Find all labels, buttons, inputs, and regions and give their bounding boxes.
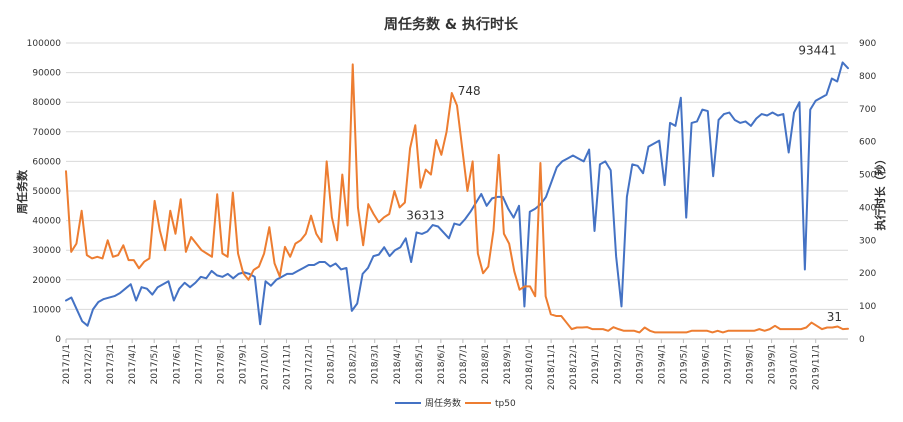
y-right-tick-label: 700 xyxy=(859,105,876,115)
x-tick-label: 2018/7/1 xyxy=(459,344,469,384)
x-tick-label: 2019/7/1 xyxy=(724,344,734,384)
x-tick-label: 2018/6/1 xyxy=(437,344,447,384)
x-tick-label: 2017/9/1 xyxy=(238,344,248,384)
y-left-tick-label: 30000 xyxy=(32,246,61,256)
x-tick-label: 2018/1/1 xyxy=(327,344,337,384)
x-tick-label: 2017/5/1 xyxy=(150,344,160,384)
data-label: 36313 xyxy=(406,209,444,223)
x-tick-label: 2018/3/1 xyxy=(371,344,381,384)
x-tick-label: 2018/12/1 xyxy=(569,344,579,390)
y-right-tick-label: 100 xyxy=(859,302,876,312)
x-tick-label: 2017/12/1 xyxy=(305,344,315,390)
y-left-tick-label: 80000 xyxy=(32,98,61,108)
x-tick-label: 2019/8/1 xyxy=(746,344,756,384)
x-tick-label: 2019/3/1 xyxy=(635,344,645,384)
gridlines xyxy=(66,42,848,340)
x-tick-label: 2017/2/1 xyxy=(84,344,94,384)
x-tick-label: 2019/10/1 xyxy=(790,344,800,390)
y-left-tick-label: 10000 xyxy=(32,305,61,315)
series-lines xyxy=(65,61,849,334)
y-left-tick-label: 90000 xyxy=(32,69,61,79)
x-tick-label: 2019/5/1 xyxy=(679,344,689,384)
y-left-tick-label: 60000 xyxy=(32,157,61,167)
x-tick-label: 2017/1/1 xyxy=(62,344,72,384)
x-tick-label: 2018/4/1 xyxy=(393,344,403,384)
data-labels: 93441 36313 748 31 xyxy=(406,43,842,323)
y-right-tick-label: 0 xyxy=(859,335,865,345)
x-tick-label: 2017/10/1 xyxy=(260,344,270,390)
x-tick-label: 2017/3/1 xyxy=(106,344,116,384)
y-right-tick-label: 500 xyxy=(859,171,876,181)
y-right-tick-label: 800 xyxy=(859,72,876,82)
y-right-tick-label: 400 xyxy=(859,203,876,213)
x-tick-label: 2018/8/1 xyxy=(481,344,491,384)
x-tick-label: 2017/7/1 xyxy=(194,344,204,384)
x-tick-label: 2018/2/1 xyxy=(349,344,359,384)
y-left-tick-label: 50000 xyxy=(32,187,61,197)
y-right-label: 执行时长（秒） xyxy=(873,154,887,231)
y-right-tick-label: 600 xyxy=(859,138,876,148)
x-tick-label: 2017/4/1 xyxy=(128,344,138,384)
x-tick-label: 2019/6/1 xyxy=(701,344,711,384)
x-tick-label: 2019/2/1 xyxy=(613,344,623,384)
x-tick-label: 2017/8/1 xyxy=(216,344,226,384)
x-tick-label: 2018/9/1 xyxy=(503,344,513,384)
x-tick-label: 2018/11/1 xyxy=(547,344,557,390)
y-left-tick-label: 0 xyxy=(55,335,61,345)
y-left-tick-label: 70000 xyxy=(32,128,61,138)
x-tick-label: 2019/4/1 xyxy=(657,344,667,384)
x-tick-label: 2017/6/1 xyxy=(172,344,182,384)
x-tick-label: 2018/10/1 xyxy=(525,344,535,390)
y-left-tick-label: 100000 xyxy=(27,39,62,49)
y-right-tick-label: 300 xyxy=(859,236,876,246)
x-tick-label: 2019/11/1 xyxy=(812,344,822,390)
y-left-tick-label: 40000 xyxy=(32,217,61,227)
y-left-label: 周任务数 xyxy=(15,169,29,214)
series-line-weekly-tasks xyxy=(65,61,849,327)
legend: 周任务数 tp50 xyxy=(395,397,516,409)
chart-title: 周任务数 & 执行时长 xyxy=(384,16,519,33)
legend-label: tp50 xyxy=(495,399,516,409)
data-label: 93441 xyxy=(798,43,836,57)
data-label: 748 xyxy=(458,84,481,98)
y-left-ticks: 0 10000 20000 30000 40000 50000 60000 70000 8000… xyxy=(27,39,62,345)
x-tick-label: 2019/9/1 xyxy=(768,344,778,384)
x-ticks: 2017/1/1 2017/2/1 2017/3/1 2017/4/1 2017/5/1… xyxy=(62,339,822,390)
x-tick-label: 2018/5/1 xyxy=(415,344,425,384)
y-right-ticks: 0 100 200 300 400 500 600 700 800 900 xyxy=(859,39,876,345)
legend-label: 周任务数 xyxy=(425,397,461,409)
data-label: 31 xyxy=(827,310,842,324)
x-tick-label: 2019/1/1 xyxy=(591,344,601,384)
y-right-tick-label: 200 xyxy=(859,269,876,279)
x-tick-label: 2017/11/1 xyxy=(283,344,293,390)
series-line-tp50 xyxy=(65,63,849,334)
y-left-tick-label: 20000 xyxy=(32,276,61,286)
y-right-tick-label: 900 xyxy=(859,39,876,49)
